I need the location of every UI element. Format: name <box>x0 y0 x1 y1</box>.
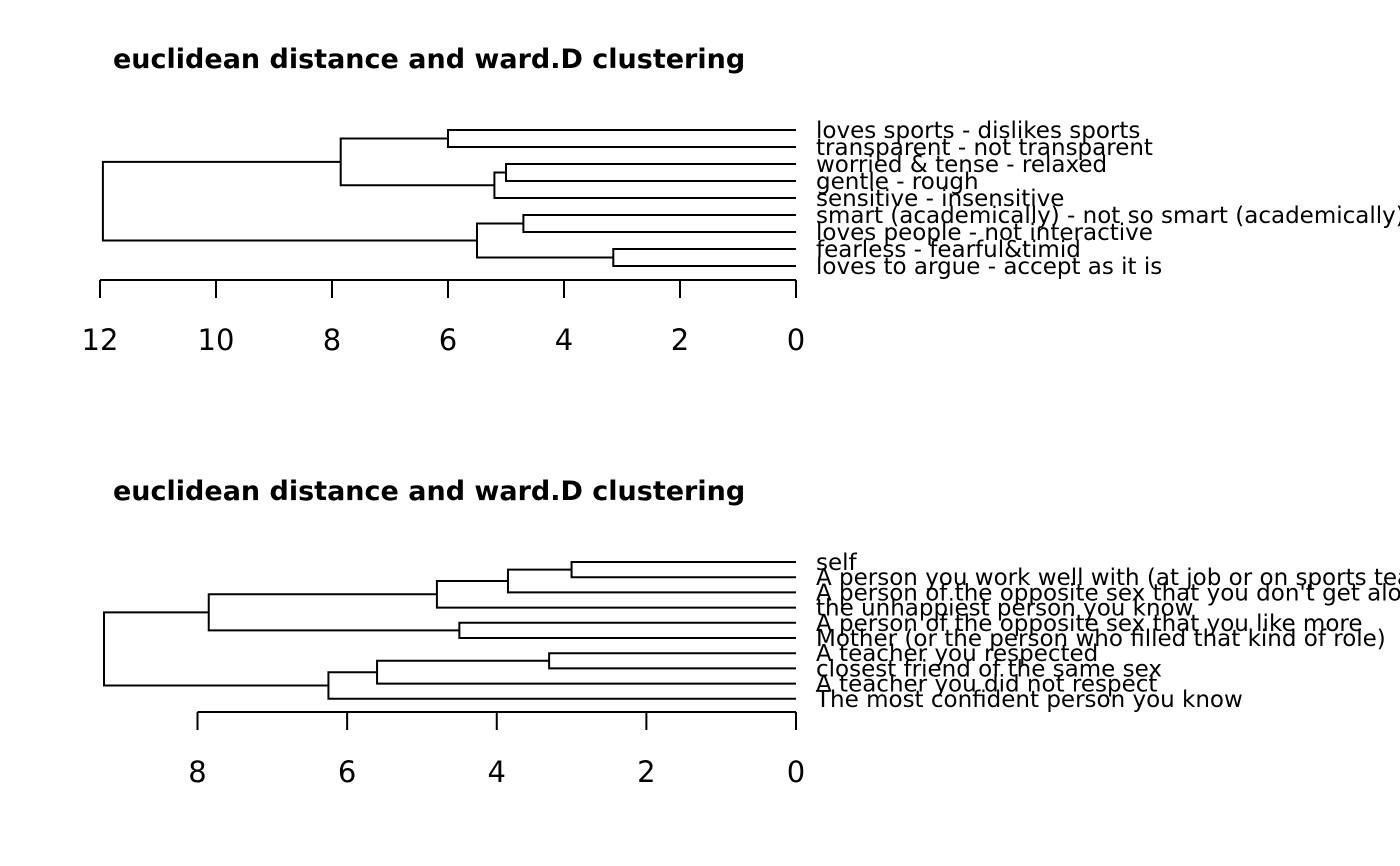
x-tick-label: 0 <box>787 323 805 357</box>
x-tick-label: 10 <box>198 323 235 357</box>
leaf-label: loves sports - dislikes sports <box>816 118 1140 144</box>
leaf-label: The most confident person you know <box>815 687 1243 713</box>
leaf-label: loves to argue - accept as it is <box>816 254 1162 280</box>
dendrogram-branch <box>612 248 796 267</box>
leaf-label: fearless - fearful&timid <box>816 237 1081 263</box>
dendrogram-branch <box>493 171 796 199</box>
chart-title: euclidean distance and ward.D clustering <box>113 476 745 507</box>
x-tick-label: 8 <box>188 755 206 789</box>
x-tick-label: 6 <box>439 323 457 357</box>
dendrogram-branch <box>103 611 329 687</box>
leaf-label: gentle - rough <box>816 169 979 195</box>
dendrogram-branch <box>207 593 460 632</box>
leaf-label: A teacher you did not respect <box>816 672 1157 698</box>
leaf-label: A person you work well with (at job or o… <box>816 565 1400 591</box>
x-tick-label: 0 <box>787 755 805 789</box>
dendrogram-panel-1: euclidean distance and ward.D clustering… <box>82 44 1400 357</box>
dendrogram-branch <box>548 652 796 670</box>
dendrogram-branch <box>327 671 796 700</box>
leaf-label: Mother (or the person who filled that ki… <box>816 626 1386 652</box>
leaf-label: transparent - not transparent <box>816 135 1153 161</box>
dendrogram-branch <box>376 659 796 685</box>
x-tick-label: 6 <box>338 755 356 789</box>
dendrogram-branch <box>570 561 796 579</box>
x-tick-label: 4 <box>555 323 573 357</box>
leaf-label: A person of the opposite sex that you do… <box>816 580 1400 606</box>
chart-title: euclidean distance and ward.D clustering <box>113 44 745 75</box>
dendrogram-branch <box>506 568 796 594</box>
dendrogram-branch <box>505 163 796 182</box>
leaf-label: loves people - not interactive <box>816 220 1153 246</box>
dendrogram-branch <box>447 129 796 148</box>
leaf-label: worried & tense - relaxed <box>816 152 1107 178</box>
x-tick-label: 2 <box>637 755 655 789</box>
x-tick-label: 8 <box>323 323 341 357</box>
leaf-label: A teacher you respected <box>816 641 1098 667</box>
leaf-label: closest friend of the same sex <box>816 656 1162 682</box>
dendrogram-panel-2: euclidean distance and ward.D clustering… <box>103 476 1400 789</box>
x-tick-label: 12 <box>82 323 119 357</box>
dendrogram-branch <box>522 214 796 233</box>
dendrogram-branch <box>476 222 614 259</box>
leaf-label: A person of the opposite sex that you li… <box>816 611 1363 637</box>
x-tick-label: 4 <box>488 755 506 789</box>
leaf-label: self <box>816 550 858 576</box>
dendrogram-branch <box>435 580 796 609</box>
leaf-label: the unhappiest person you know <box>816 596 1193 622</box>
dendrogram-branch <box>458 621 796 639</box>
x-tick-label: 2 <box>671 323 689 357</box>
dendrogram-branch <box>339 137 495 187</box>
leaf-label: smart (academically) - not so smart (aca… <box>816 203 1400 229</box>
dendrogram-branch <box>101 160 477 242</box>
leaf-label: sensitive - insensitive <box>816 186 1064 212</box>
